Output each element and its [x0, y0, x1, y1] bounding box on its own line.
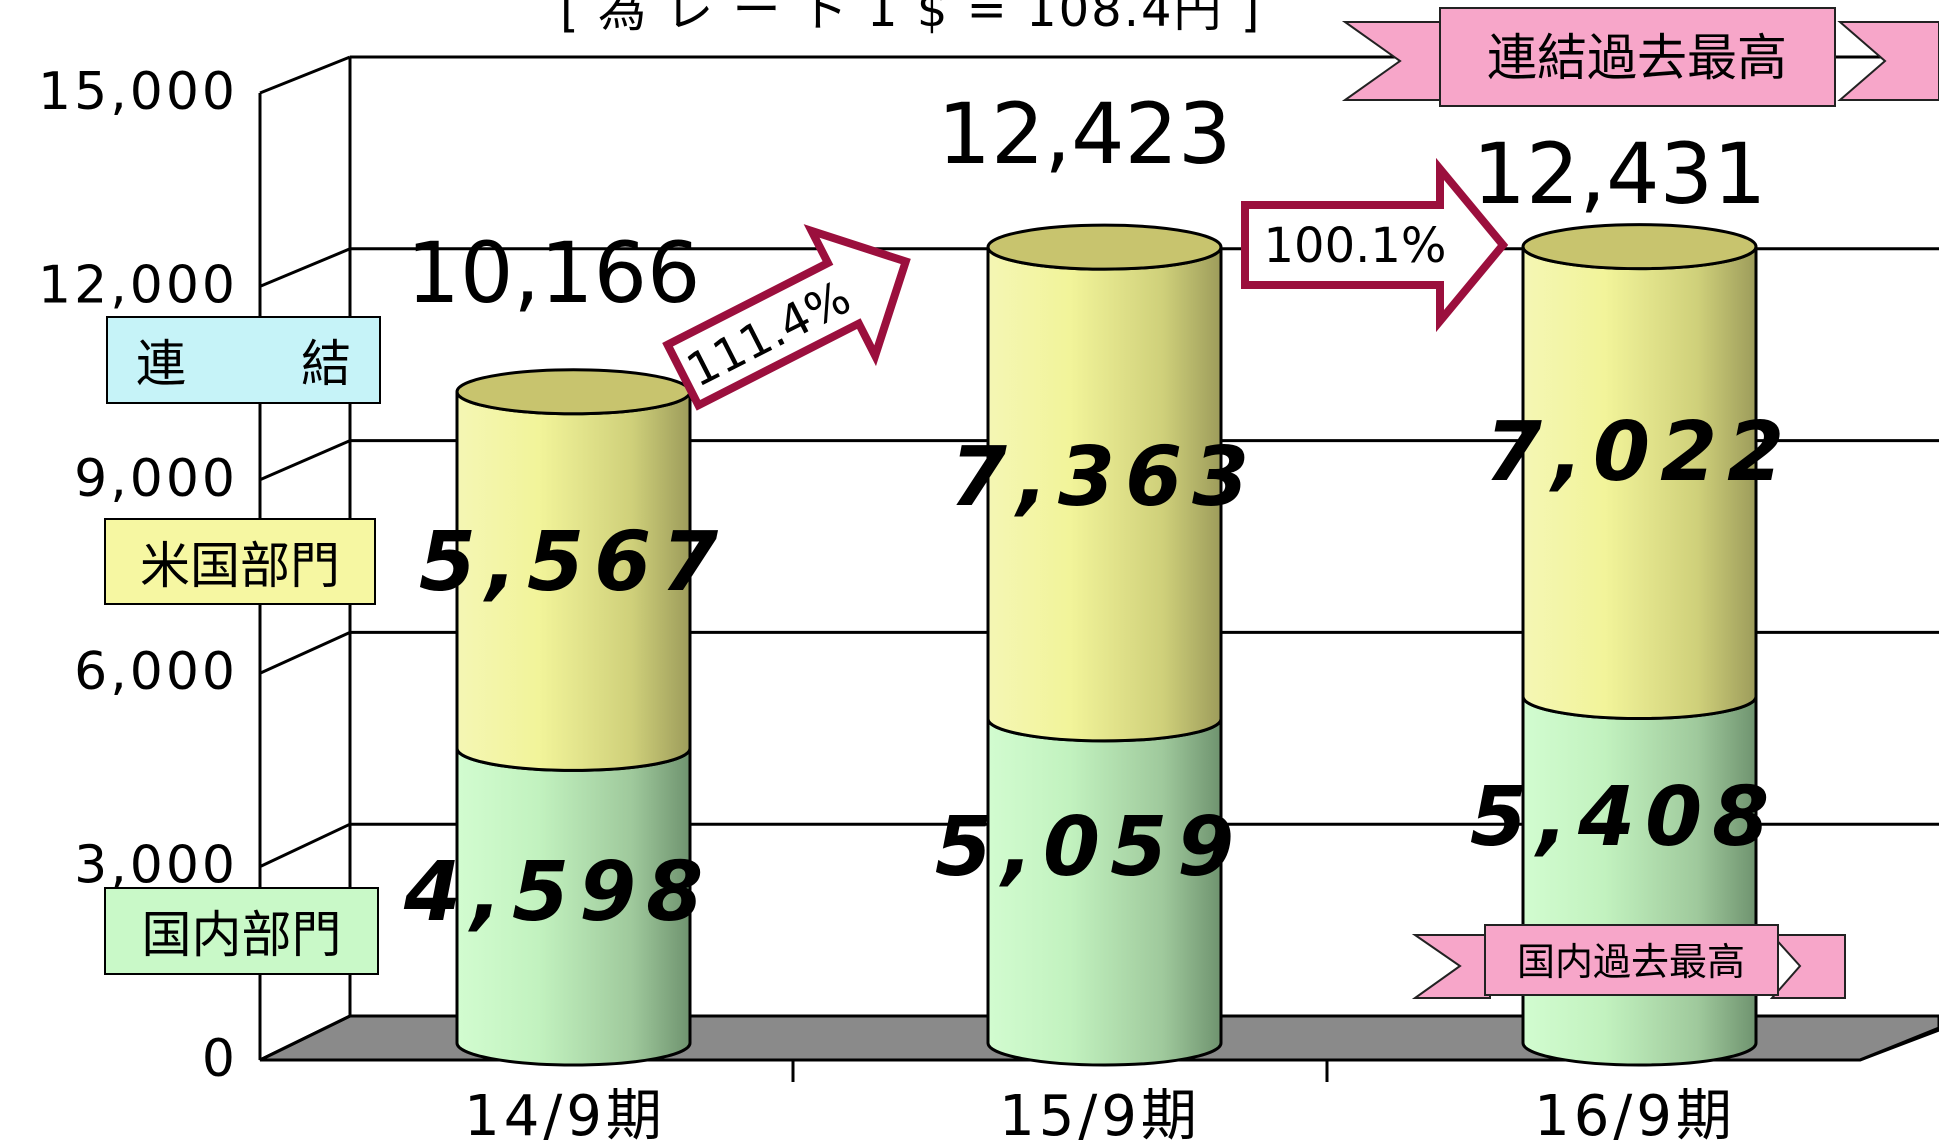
data-labels: 10,166 5,567 4,598 12,423 7,363 5,059 12,431 7,…: [403, 85, 1794, 940]
ribbon-domestic-record-text: 国内過去最高: [1517, 940, 1745, 984]
ribbon-consolidated-record: 連結過去最高: [1341, 7, 1939, 107]
y-tick-label: 0: [202, 1029, 238, 1089]
y-tick-label: 3,000: [74, 836, 238, 896]
gridline-side: [259, 55, 351, 95]
growth-arrow-2: 100.1%: [1241, 157, 1509, 333]
gridline-side: [259, 439, 351, 482]
y-tick-label: 9,000: [74, 449, 238, 509]
gridline-side: [259, 1014, 351, 1062]
ribbon-domestic-record: 国内過去最高: [1411, 924, 1846, 999]
x-axis-line-depth: [1859, 1026, 1939, 1062]
us-segment-label: 7,363: [950, 430, 1259, 525]
bar-top-cap: [455, 368, 692, 416]
y-tick-label: 15,000: [38, 62, 238, 122]
gridline-side: [259, 822, 351, 868]
us-segment-label: 5,567: [419, 515, 728, 610]
bars: [455, 223, 1758, 1067]
bar-top-cap: [1521, 223, 1758, 271]
y-axis-ticks: 0 3,000 6,000 9,000 12,000 15,000: [38, 62, 238, 1089]
domestic-segment-label: 5,059: [935, 800, 1244, 895]
bar-top-cap: [986, 223, 1223, 271]
gridline-side: [259, 247, 351, 288]
legend-consolidated-left: 連: [136, 335, 186, 393]
bar-domestic: [1521, 696, 1758, 1067]
ribbon-consolidated-record-text: 連結過去最高: [1487, 29, 1787, 87]
x-tick-label: 16/9期: [1534, 1084, 1736, 1143]
domestic-segment-label: 4,598: [403, 845, 713, 940]
total-label: 12,423: [938, 85, 1232, 183]
legend-us-division: 米国部門: [104, 518, 376, 605]
y-tick-label: 12,000: [38, 255, 238, 315]
exchange-rate-caption: [ 為 レ ー ト 1 $ = 108.4円 ]: [560, 0, 1262, 38]
legend-consolidated: 連 結: [106, 316, 381, 404]
us-segment-label: 7,022: [1485, 405, 1794, 500]
x-axis-ticks: 14/9期 15/9期 16/9期: [464, 1060, 1736, 1143]
legend-domestic-division: 国内部門: [104, 887, 379, 975]
y-tick-label: 6,000: [74, 642, 238, 702]
legend-consolidated-right: 結: [301, 335, 351, 393]
gridline-side: [259, 631, 351, 675]
x-tick-label: 14/9期: [464, 1084, 666, 1143]
total-label: 12,431: [1473, 125, 1767, 223]
x-tick-label: 15/9期: [999, 1084, 1201, 1143]
total-label: 10,166: [407, 224, 701, 322]
domestic-segment-label: 5,408: [1470, 770, 1779, 865]
growth-label-2: 100.1%: [1263, 218, 1446, 274]
